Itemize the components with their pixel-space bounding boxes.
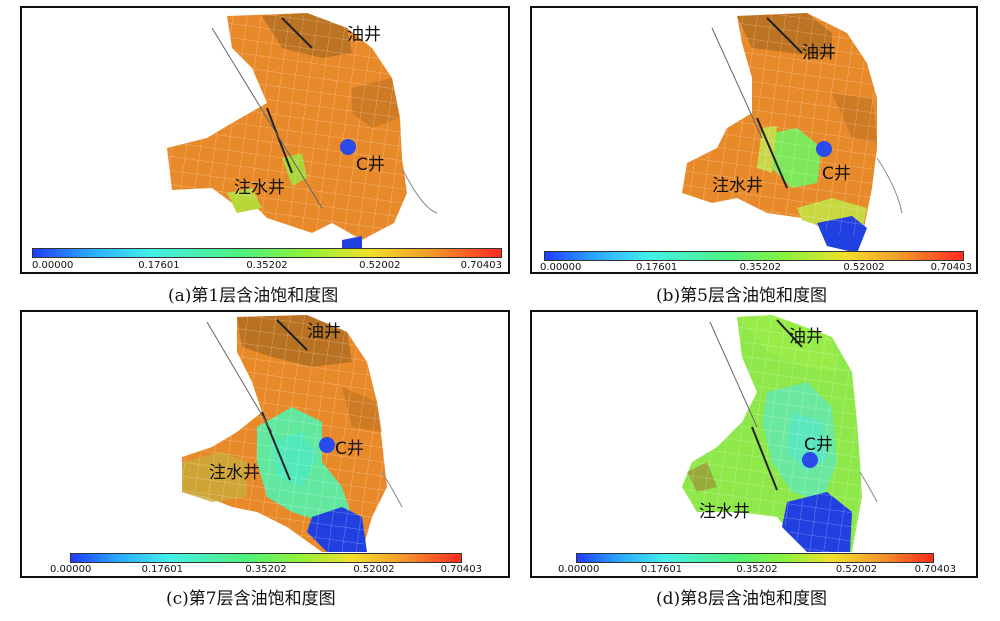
tick-label: 0.17601 <box>138 260 180 271</box>
injection-well-label: 注水井 <box>712 176 763 196</box>
tick-label: 0.52002 <box>359 260 401 271</box>
tick-label: 0.35202 <box>245 564 287 575</box>
c-well-label: C井 <box>822 164 851 184</box>
well-trace <box>756 117 788 189</box>
well-trace-north <box>276 319 308 351</box>
injection-well-label: 注水井 <box>234 178 285 198</box>
oil-well-label: 油井 <box>307 322 341 342</box>
colorbar <box>544 251 964 261</box>
oil-well-label: 油井 <box>347 25 381 45</box>
tick-label: 0.17601 <box>141 564 183 575</box>
tick-label: 0.00000 <box>50 564 92 575</box>
c-well-label: C井 <box>356 155 385 175</box>
tick-label: 0.52002 <box>353 564 395 575</box>
caption-b: (b)第5层含油饱和度图 <box>656 286 827 306</box>
tick-label: 0.70403 <box>460 260 502 271</box>
tick-label: 0.70403 <box>440 564 482 575</box>
panel-b: 油井 C井 注水井 0.00000 0.17601 0.35202 0.5200… <box>530 6 978 274</box>
injection-well-label: 注水井 <box>209 463 260 483</box>
colorbar-ticks: 0.00000 0.17601 0.35202 0.52002 0.70403 <box>540 262 972 273</box>
oil-well-label: 油井 <box>789 327 823 347</box>
well-trace-north <box>776 319 803 348</box>
c-well-marker <box>816 141 832 157</box>
tick-label: 0.35202 <box>246 260 288 271</box>
caption-c: (c)第7层含油饱和度图 <box>166 589 336 609</box>
caption-a: (a)第1层含油饱和度图 <box>168 286 339 306</box>
tick-label: 0.52002 <box>843 262 885 273</box>
boundary-curve <box>401 167 438 214</box>
boundary-curve <box>876 157 903 214</box>
colorbar-ticks: 0.00000 0.17601 0.35202 0.52002 0.70403 <box>50 564 482 576</box>
panel-a: 油井 C井 注水井 0.00000 0.17601 0.35202 0.5200… <box>20 6 510 274</box>
boundary-line <box>709 321 758 428</box>
colorbar-ticks: 0.00000 0.17601 0.35202 0.52002 0.70403 <box>558 564 956 576</box>
well-trace-north <box>766 17 803 54</box>
well-trace-north <box>281 17 313 49</box>
saturation-map-d <box>682 315 878 552</box>
caption-d: (d)第8层含油饱和度图 <box>656 589 827 609</box>
boundary-line <box>211 27 323 209</box>
boundary-curve <box>859 471 878 503</box>
colorbar <box>70 553 462 563</box>
tick-label: 0.70403 <box>930 262 972 273</box>
colorbar-ticks: 0.00000 0.17601 0.35202 0.52002 0.70403 <box>32 260 502 272</box>
panel-d: 油井 C井 注水井 0.00000 0.17601 0.35202 0.5200… <box>530 310 978 578</box>
c-well-label: C井 <box>335 439 364 459</box>
oil-well-label: 油井 <box>802 43 836 63</box>
tick-label: 0.00000 <box>540 262 582 273</box>
c-well-label: C井 <box>804 435 833 455</box>
well-trace <box>266 107 293 174</box>
tick-label: 0.35202 <box>739 262 781 273</box>
colorbar <box>32 248 502 258</box>
colorbar <box>576 553 934 563</box>
boundary-curve <box>381 471 403 508</box>
tick-label: 0.17601 <box>640 564 683 575</box>
tick-label: 0.00000 <box>558 564 600 575</box>
tick-label: 0.35202 <box>736 564 778 575</box>
saturation-map-c <box>182 315 403 552</box>
panel-c: 油井 C井 注水井 0.00000 0.17601 0.35202 0.5200… <box>20 310 510 578</box>
injection-well-label: 注水井 <box>699 502 750 522</box>
boundary-line <box>711 27 763 139</box>
tick-label: 0.00000 <box>32 260 74 271</box>
c-well-marker <box>319 437 335 453</box>
boundary-line <box>206 321 273 433</box>
tick-label: 0.17601 <box>635 262 678 273</box>
c-well-marker <box>340 139 356 155</box>
tick-label: 0.52002 <box>835 564 878 575</box>
saturation-map-b <box>682 13 903 253</box>
well-trace <box>751 426 778 491</box>
tick-label: 0.70403 <box>914 564 956 575</box>
c-well-marker <box>802 452 818 468</box>
saturation-map-a <box>167 13 438 253</box>
